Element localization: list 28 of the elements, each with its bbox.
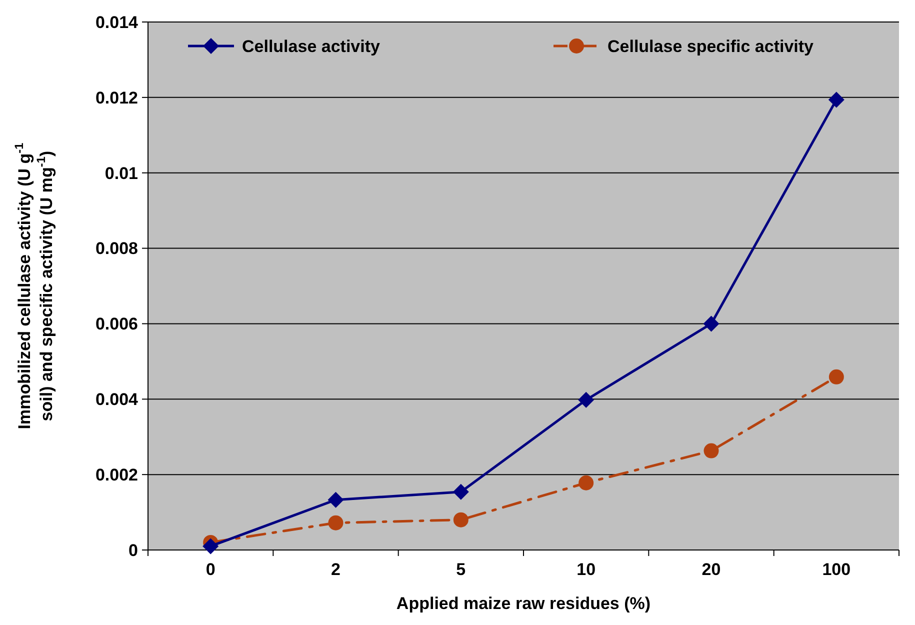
y-tick-label: 0.014 [95,12,139,32]
point [578,392,594,408]
y-tick-label: 0.012 [95,88,138,108]
point [828,92,844,108]
point [202,538,219,554]
point [828,369,844,384]
point [328,492,344,508]
x-tick-label: 20 [702,560,721,579]
point [704,443,719,458]
y-tick-label: 0.01 [104,164,138,183]
legend-label: Cellulase activity [242,36,381,56]
y-tick-label: 0.006 [95,314,138,334]
point [453,512,468,528]
point [578,475,594,490]
point [703,316,720,332]
x-tick-label: 5 [456,560,466,579]
point [328,515,344,530]
x-tick-label: 0 [206,560,216,579]
x-tick-label: 100 [822,560,851,579]
x-axis-title: Applied maize raw residues (%) [396,594,651,613]
y-tick-label: 0.004 [95,390,139,410]
x-tick-label: 10 [576,560,596,579]
legend-label: Cellulase specific activity [608,36,814,56]
x-tick-label: 2 [331,560,340,579]
y-tick-label: 0 [128,540,138,560]
point [452,484,469,500]
y-tick-label: 0.002 [95,466,138,485]
y-tick-label: 0.008 [95,239,138,258]
